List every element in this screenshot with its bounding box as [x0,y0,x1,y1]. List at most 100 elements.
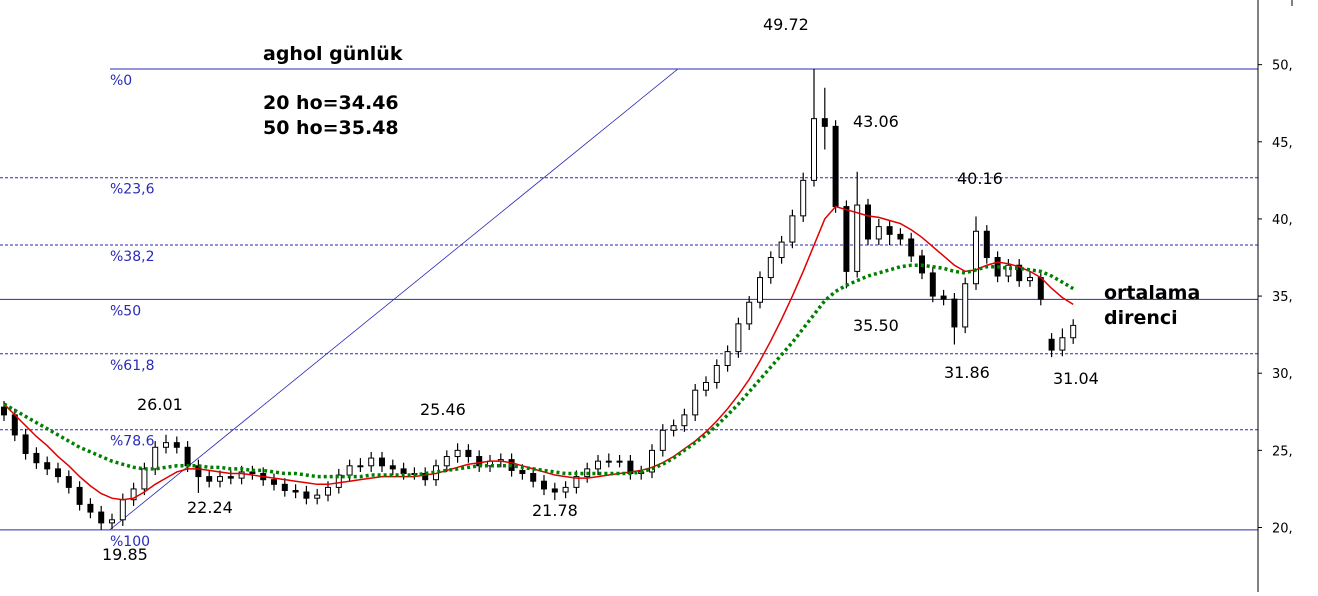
trendline [109,68,679,531]
candle-body [87,503,94,513]
annotation: 20 ho=34.46 [263,92,399,114]
candle-body [767,257,774,279]
candle-body [33,452,40,464]
candle-body [389,465,396,470]
candle-body [465,449,472,458]
y-tick-label: 35, [1272,290,1293,305]
candle-body [670,425,677,431]
candle-body [314,494,321,499]
candle-body [573,476,580,488]
fib-label: %100 [110,534,150,550]
candle-body [238,471,245,479]
candle-body [811,118,817,181]
annotation: 22.24 [187,498,233,517]
candle-body [217,476,223,482]
y-tick-label: 40, [1272,213,1293,228]
candle-body [1048,338,1055,351]
annotation: ortalama [1104,282,1200,304]
candle-body [1070,324,1077,339]
candle-body [1027,277,1033,282]
candle-body [173,442,180,448]
annotation: 25.46 [420,400,466,419]
candle-body [119,499,126,521]
candle-body [692,389,699,416]
candle-body [368,457,375,467]
moving-average [3,263,1075,479]
fib-label: %38,2 [110,249,154,265]
y-tick-label: 25, [1272,444,1293,459]
candle-body [908,238,915,257]
fib-label: %78.6 [110,434,155,450]
candle-body [152,446,159,470]
candle-body [659,429,666,451]
fib-label: %50 [110,303,141,319]
candle-body [724,351,731,367]
annotation: 40.16 [957,169,1003,188]
candle-body [703,381,709,391]
candle-body [605,460,612,463]
candle-body [789,215,796,243]
candle-body [227,476,234,479]
candle-body [735,323,742,353]
candle-body [1,406,7,416]
candle-body [1005,264,1012,277]
fib-label: %61,8 [110,358,154,374]
candle-body [854,204,861,272]
candle-body [713,365,720,383]
candle-body [335,474,342,488]
candle-body [940,295,947,300]
candle-body [249,471,256,475]
y-tick-label: 20, [1272,522,1293,537]
candle-body [886,226,893,235]
candle-body [292,489,299,493]
candle-body [141,468,148,490]
candle-body [929,272,936,297]
candle-body [357,465,364,468]
candle-body [1059,337,1066,351]
candle-body [1016,264,1023,282]
candle-body [595,460,601,470]
annotation: 31.86 [944,363,990,382]
candle-body [22,434,29,454]
annotation: 43.06 [853,112,899,131]
candle-body [55,468,61,478]
y-tick-label: 45, [1272,136,1293,151]
candle-body [454,449,461,458]
candle-body [206,476,213,482]
candle-body [65,476,72,488]
candle-body [530,473,537,482]
candle-body [562,486,569,493]
annotation: direnci [1104,307,1178,329]
candle-body [681,414,688,427]
candle-body [195,465,202,478]
candle-body [800,179,807,217]
candle-body [76,486,83,505]
annotation: 35.50 [853,316,899,335]
candle-body [325,486,331,496]
candle-body [379,457,385,467]
candle-body [746,301,753,325]
candle-body [130,488,137,501]
candle-body [443,456,450,467]
candle-body [951,298,958,328]
candle-body [757,277,763,303]
candle-body [303,491,310,499]
candle-body [973,230,979,285]
candle-body [551,488,558,493]
y-tick-label: 30, [1272,367,1293,382]
candle-body [821,118,828,127]
candle-body [843,206,850,272]
y-tick-label: 50, [1272,59,1293,74]
fib-label: %0 [110,73,132,89]
annotation: 19.85 [102,545,148,564]
candle-body [422,473,429,481]
candle-body [983,230,990,259]
annotation: 50 ho=35.48 [263,117,399,139]
candle-body [281,483,288,491]
candle-body [865,204,871,240]
candle-body [875,226,882,240]
candle-body [962,283,969,328]
candle-body [778,241,785,259]
fib-label: %23,6 [110,182,155,198]
